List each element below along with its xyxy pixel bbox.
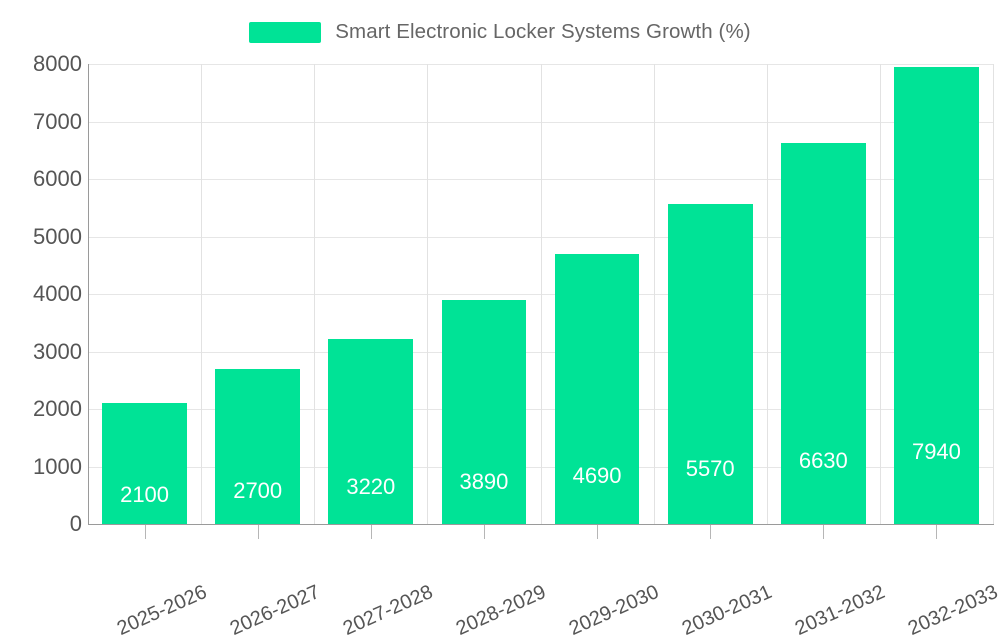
x-axis-tick-mark <box>144 525 146 539</box>
vertical-gridline <box>993 64 994 524</box>
vertical-gridline <box>540 64 542 524</box>
bar-value-label: 6630 <box>798 448 848 474</box>
bar-value-label: 2700 <box>233 477 283 503</box>
bar[interactable]: 5570 <box>667 203 753 524</box>
y-axis-line <box>88 64 89 525</box>
x-axis-tick-label: 2030-2031 <box>679 580 776 640</box>
bar[interactable]: 6630 <box>780 142 866 524</box>
vertical-gridline <box>427 64 429 524</box>
y-axis-tick-label: 6000 <box>33 166 82 191</box>
bar-value-label: 2100 <box>120 482 170 508</box>
vertical-gridline <box>201 64 203 524</box>
vertical-gridline <box>653 64 655 524</box>
x-axis-tick-label: 2031-2032 <box>792 580 889 640</box>
legend-series-label[interactable]: Smart Electronic Locker Systems Growth (… <box>335 20 751 43</box>
bar-value-label: 5570 <box>685 456 735 482</box>
bar[interactable]: 4690 <box>554 254 640 524</box>
x-axis-tick-label: 2029-2030 <box>565 580 663 640</box>
x-axis-tick-label: 2027-2028 <box>339 580 437 640</box>
vertical-gridline <box>879 64 881 524</box>
plot-area: 2100 2700 3220 3890 4690 5570 6630 7940 <box>88 64 994 525</box>
x-axis-tick-mark <box>823 525 825 539</box>
x-axis-tick-label: 2032-2033 <box>905 580 1000 640</box>
legend-color-swatch <box>249 21 322 43</box>
x-axis-tick-mark <box>483 525 485 539</box>
bar[interactable]: 2700 <box>215 368 301 524</box>
x-axis-tick-mark <box>597 525 599 539</box>
x-axis-tick-label: 2025-2026 <box>113 580 210 640</box>
y-axis-tick-label: 0 <box>69 511 82 536</box>
x-axis-tick-mark <box>370 525 372 539</box>
y-axis-tick-label: 4000 <box>33 281 82 306</box>
y-axis-tick-label: 8000 <box>33 51 82 76</box>
bar[interactable]: 2100 <box>102 403 187 524</box>
y-axis-tick-label: 7000 <box>33 108 82 134</box>
bar[interactable]: 3890 <box>441 300 527 524</box>
vertical-gridline <box>314 64 316 524</box>
y-axis-tick-label: 1000 <box>33 453 82 479</box>
y-axis-tick-label: 3000 <box>33 338 82 364</box>
x-axis-line <box>88 524 994 525</box>
bar[interactable]: 3220 <box>328 338 414 524</box>
vertical-gridline <box>766 64 768 524</box>
y-axis-tick-labels: 8000 7000 6000 5000 4000 3000 2000 1000 0 <box>0 0 82 600</box>
x-axis-tick-label: 2026-2027 <box>226 580 323 640</box>
bar-value-label: 7940 <box>911 438 961 464</box>
y-axis-tick-label: 5000 <box>33 223 82 249</box>
x-axis-tick-label: 2028-2029 <box>452 580 550 640</box>
bar-value-label: 3220 <box>346 473 396 499</box>
bar[interactable]: 7940 <box>894 67 979 524</box>
y-axis-tick-label: 2000 <box>33 396 82 421</box>
chart-legend[interactable]: Smart Electronic Locker Systems Growth (… <box>0 14 1000 50</box>
x-axis-tick-mark <box>710 525 712 539</box>
x-axis-tick-mark <box>936 525 938 539</box>
x-axis-tick-mark <box>257 525 259 539</box>
bar-value-label: 4690 <box>572 462 622 488</box>
bar-value-label: 3890 <box>459 468 509 494</box>
